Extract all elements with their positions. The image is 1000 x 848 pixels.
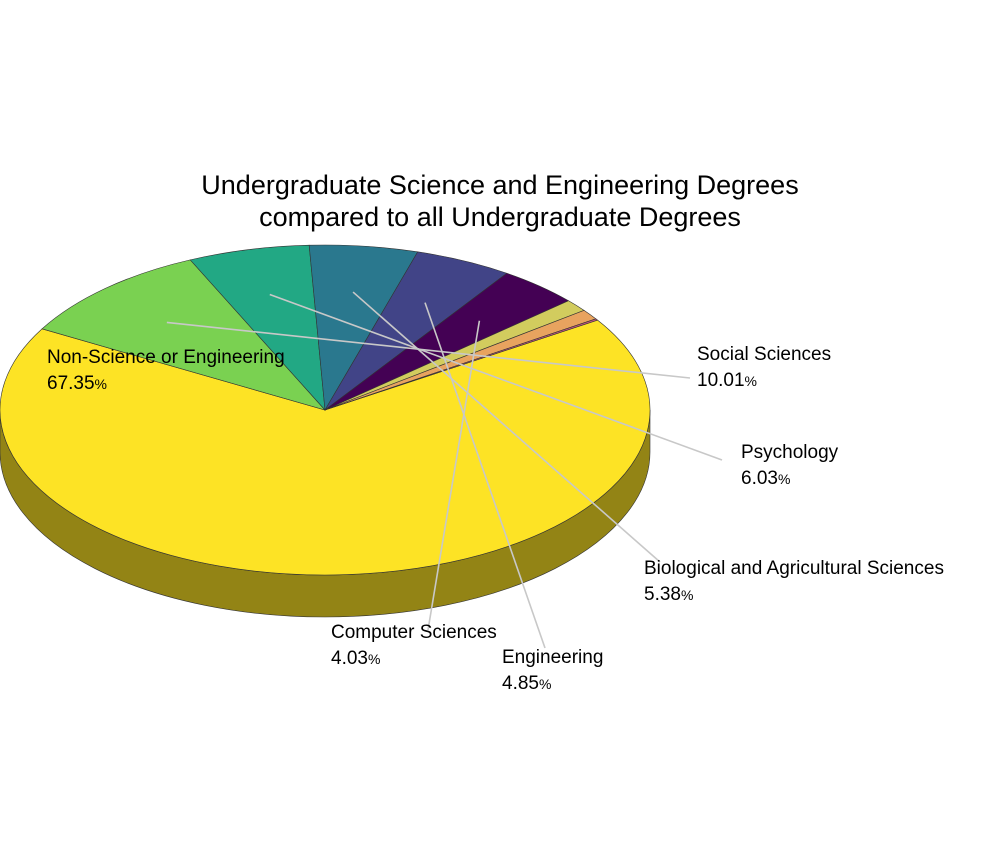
slice-labels: Non-Science or Engineering 67.35% Social S…	[47, 344, 944, 694]
leader-line-psychology	[269, 293, 723, 461]
slice-non-science-or-engineering	[0, 319, 651, 576]
slice-social-sciences	[41, 259, 326, 411]
leader-line-social-sciences	[166, 321, 691, 379]
leader-line-computer-sciences	[427, 320, 481, 631]
leader-lines	[166, 291, 723, 649]
chart-subtitle: compared to all Undergraduate Degrees	[259, 202, 741, 232]
slice-psychology	[189, 244, 326, 411]
slice-value-non-science-or-engineering: 67.35%	[47, 373, 107, 394]
slice-value-engineering: 4.85%	[502, 673, 551, 694]
slice-label-psychology: Psychology	[741, 442, 839, 463]
slice-label-biological-and-agricultural-sciences: Biological and Agricultural Sciences	[644, 558, 944, 579]
slice-label-non-science-or-engineering: Non-Science or Engineering	[47, 347, 285, 368]
slice-value-psychology: 6.03%	[741, 468, 790, 489]
leader-line-biological-and-agricultural-sciences	[352, 291, 661, 563]
leader-line-engineering	[424, 302, 546, 649]
pie-tops	[0, 244, 651, 576]
slice-label-engineering: Engineering	[502, 647, 603, 668]
slice-value-computer-sciences: 4.03%	[331, 648, 380, 669]
chart-title: Undergraduate Science and Engineering De…	[201, 170, 798, 200]
slice-value-biological-and-agricultural-sciences: 5.38%	[644, 584, 693, 605]
slice-label-computer-sciences: Computer Sciences	[331, 622, 497, 643]
slice-label-social-sciences: Social Sciences	[697, 344, 831, 365]
slice-value-social-sciences: 10.01%	[697, 370, 757, 391]
